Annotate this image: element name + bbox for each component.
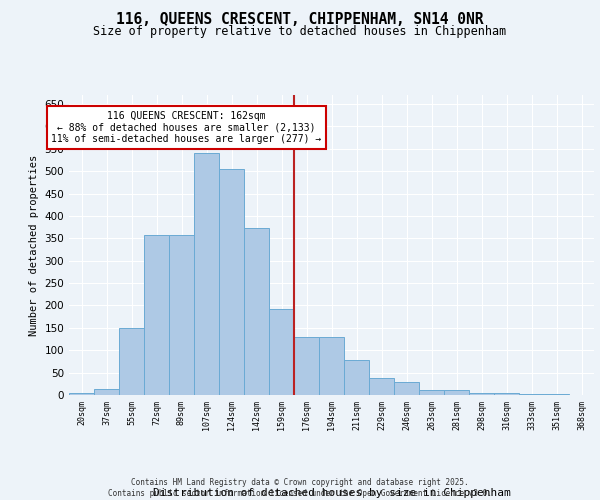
Bar — [394, 382, 419, 395]
Bar — [319, 337, 344, 395]
Bar — [119, 328, 144, 395]
Bar — [544, 394, 569, 395]
Text: 116 QUEENS CRESCENT: 162sqm
← 88% of detached houses are smaller (2,133)
11% of : 116 QUEENS CRESCENT: 162sqm ← 88% of det… — [52, 110, 322, 144]
Y-axis label: Number of detached properties: Number of detached properties — [29, 154, 39, 336]
Bar — [519, 394, 544, 395]
Bar — [294, 337, 319, 395]
Bar — [169, 235, 194, 395]
Bar — [194, 153, 219, 395]
X-axis label: Distribution of detached houses by size in Chippenham: Distribution of detached houses by size … — [152, 488, 511, 498]
Bar — [269, 310, 294, 395]
Bar — [94, 388, 119, 395]
Bar — [444, 390, 469, 395]
Bar — [344, 360, 369, 395]
Text: Size of property relative to detached houses in Chippenham: Size of property relative to detached ho… — [94, 25, 506, 38]
Bar — [144, 235, 169, 395]
Bar — [419, 390, 444, 395]
Bar — [219, 169, 244, 395]
Bar — [494, 393, 519, 395]
Text: 116, QUEENS CRESCENT, CHIPPENHAM, SN14 0NR: 116, QUEENS CRESCENT, CHIPPENHAM, SN14 0… — [116, 12, 484, 28]
Bar — [69, 393, 94, 395]
Bar — [469, 393, 494, 395]
Bar — [369, 378, 394, 395]
Bar — [244, 228, 269, 395]
Text: Contains HM Land Registry data © Crown copyright and database right 2025.
Contai: Contains HM Land Registry data © Crown c… — [108, 478, 492, 498]
